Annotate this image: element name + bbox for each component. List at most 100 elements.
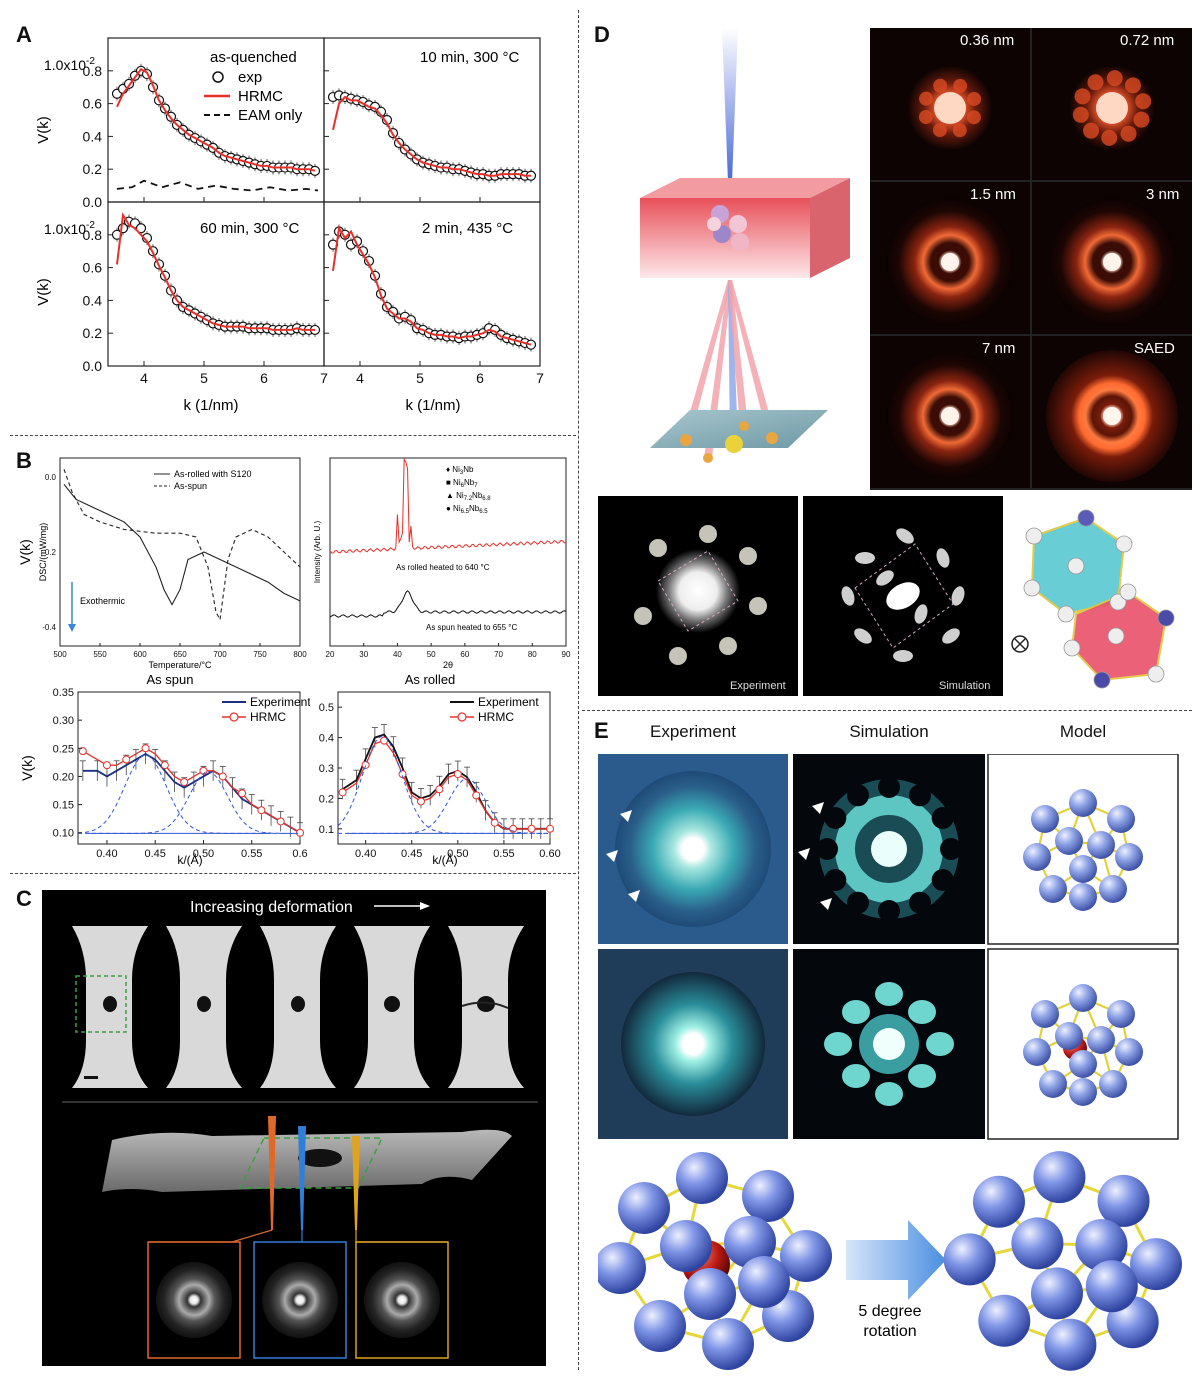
diffracted-beam — [728, 280, 738, 444]
cluster-atom — [1031, 805, 1059, 833]
xrd-x-tick-label: 80 — [528, 650, 537, 659]
panel-a-title-3: 60 min, 300 °C — [200, 220, 300, 237]
cluster-atom — [1093, 671, 1111, 689]
pattern-label-6: SAED — [1134, 340, 1175, 357]
cluster-atom — [1109, 593, 1127, 611]
sim-spot — [855, 552, 875, 564]
cluster-atom — [1107, 1000, 1135, 1028]
vk-right-title: As rolled — [405, 672, 456, 687]
sim2-spot — [842, 1000, 870, 1024]
panel-a-yexp-top: 1.0x10-2 — [44, 56, 95, 73]
vk-hrmc-point — [78, 747, 87, 756]
panel-a-frame-4 — [323, 201, 541, 367]
cluster-atom-2 — [729, 215, 747, 233]
callout-yellow — [355, 1230, 448, 1243]
diffracted-beam — [682, 280, 732, 440]
vk-x-tick-label: 0.55 — [493, 848, 514, 860]
panel-e-grid-graphics — [598, 753, 1179, 1140]
specimen-void — [291, 996, 305, 1012]
deformation-arrow-head — [420, 902, 430, 910]
pattern-center — [1103, 253, 1121, 271]
pattern-label-5: 7 nm — [982, 340, 1016, 357]
vk-y-tick-label: 0.20 — [53, 771, 74, 783]
cluster-atom — [943, 1233, 996, 1286]
panel-b-vk-right-chart: 0.1 0.2 0.3 0.4 0.5 0.40 0.45 0.50 0.55 0.60 k/(Å… — [319, 672, 561, 867]
y-tick-label: 0.4 — [83, 128, 103, 144]
xrd-spun-curve — [329, 590, 567, 618]
spot-3 — [725, 435, 743, 453]
panel-c-image: Increasing deformation — [42, 890, 546, 1366]
vk-hrmc-point — [435, 785, 444, 794]
vk-x-tick-label: 0.45 — [401, 848, 422, 860]
experiment-label: Experiment — [730, 680, 786, 692]
xrd-x-tick-label: 30 — [359, 650, 368, 659]
vk-hrmc-point — [102, 761, 111, 770]
vk-x-tick-label: 0.40 — [355, 848, 376, 860]
pattern-center — [1096, 92, 1128, 124]
sim-spot — [841, 586, 855, 606]
panel-a-title-1: as-quenched — [210, 49, 297, 66]
xrd-x-tick-label: 60 — [460, 650, 469, 659]
vk-x-tick-label: 0.6 — [292, 848, 307, 860]
detector-plate — [650, 410, 828, 448]
scale-bar — [84, 1076, 98, 1079]
simulation-label: Simulation — [939, 680, 991, 692]
vk-experiment-line — [342, 733, 550, 830]
x-tick-label: 7 — [536, 370, 544, 386]
cluster-atom — [1077, 509, 1095, 527]
arrowhead-marker — [620, 810, 632, 822]
pattern-spot — [1074, 88, 1091, 105]
cluster-atom — [1115, 843, 1143, 871]
pattern-spot — [1124, 77, 1141, 94]
xrd-legend-symbol: ■ Ni — [446, 478, 461, 487]
exp-center — [656, 549, 740, 633]
panel-d-experiment: Experiment — [598, 496, 798, 696]
panel-b-xrd-chart: 20 30 40 50 60 70 80 90 Intensity (Arb. U.) 2θ … — [313, 457, 571, 670]
cluster-atom — [1097, 1174, 1150, 1227]
dsc-x-tick-label: 500 — [53, 650, 67, 659]
exothermic-arrow-head — [68, 624, 76, 632]
panel-a-xlabel-left: k (1/nm) — [183, 397, 238, 414]
vk-x-tick-label: 0.55 — [241, 848, 262, 860]
cluster-atom — [1087, 831, 1115, 859]
xrd-legend-item: ▲ Ni7.2Nb6.8 — [446, 491, 491, 502]
xrd-xlabel: 2θ — [443, 660, 453, 670]
divider-d-e — [582, 710, 1192, 711]
vk-left-frame — [77, 691, 301, 845]
panel-a-legend-hrmc: HRMC — [238, 88, 283, 105]
cluster-atom — [972, 1175, 1025, 1228]
xrd-legend-symbol: ♦ Ni — [446, 465, 460, 474]
vk-hrmc-point — [238, 789, 247, 798]
exp-spot — [739, 547, 757, 565]
xrd-x-tick-label: 50 — [427, 650, 436, 659]
vk-hrmc-line — [342, 739, 550, 830]
cluster-atom — [1099, 1070, 1127, 1098]
vk-x-tick-label: 0.50 — [193, 848, 214, 860]
vk-hrmc-point — [180, 778, 189, 787]
cluster-atom — [676, 1152, 728, 1204]
cross-symbol-b — [1013, 637, 1027, 651]
panel-e-rotation: 5 degree rotation — [598, 1151, 1182, 1371]
pattern-center — [1103, 407, 1121, 425]
y-tick-label: 0.8 — [83, 227, 103, 243]
cluster-atom — [1075, 1219, 1128, 1272]
cluster-atom — [598, 1242, 646, 1294]
vk-x-tick-label: 0.45 — [145, 848, 166, 860]
panel-label-a: A — [16, 22, 32, 47]
vk-hrmc-point — [490, 818, 499, 827]
vk-hrmc-point — [380, 736, 389, 745]
cluster-atom — [1055, 1022, 1083, 1050]
x-tick-label: 4 — [356, 370, 364, 386]
dsc-x-tick-label: 650 — [173, 650, 187, 659]
cluster-atom — [1033, 1151, 1086, 1204]
sim1-ring — [835, 795, 943, 903]
sim1-center — [871, 831, 907, 867]
panel-a-title-2: 10 min, 300 °C — [420, 49, 520, 66]
xrd-legend-sub: 6.5 — [461, 509, 470, 515]
vk-right-legend-hrmc: HRMC — [478, 710, 514, 724]
cross-symbol — [1011, 635, 1029, 653]
arrowhead-marker — [812, 802, 824, 814]
y-tick-label: 0.8 — [83, 63, 103, 79]
sim2-spot — [842, 1064, 870, 1088]
sim2-spot — [875, 1082, 903, 1106]
